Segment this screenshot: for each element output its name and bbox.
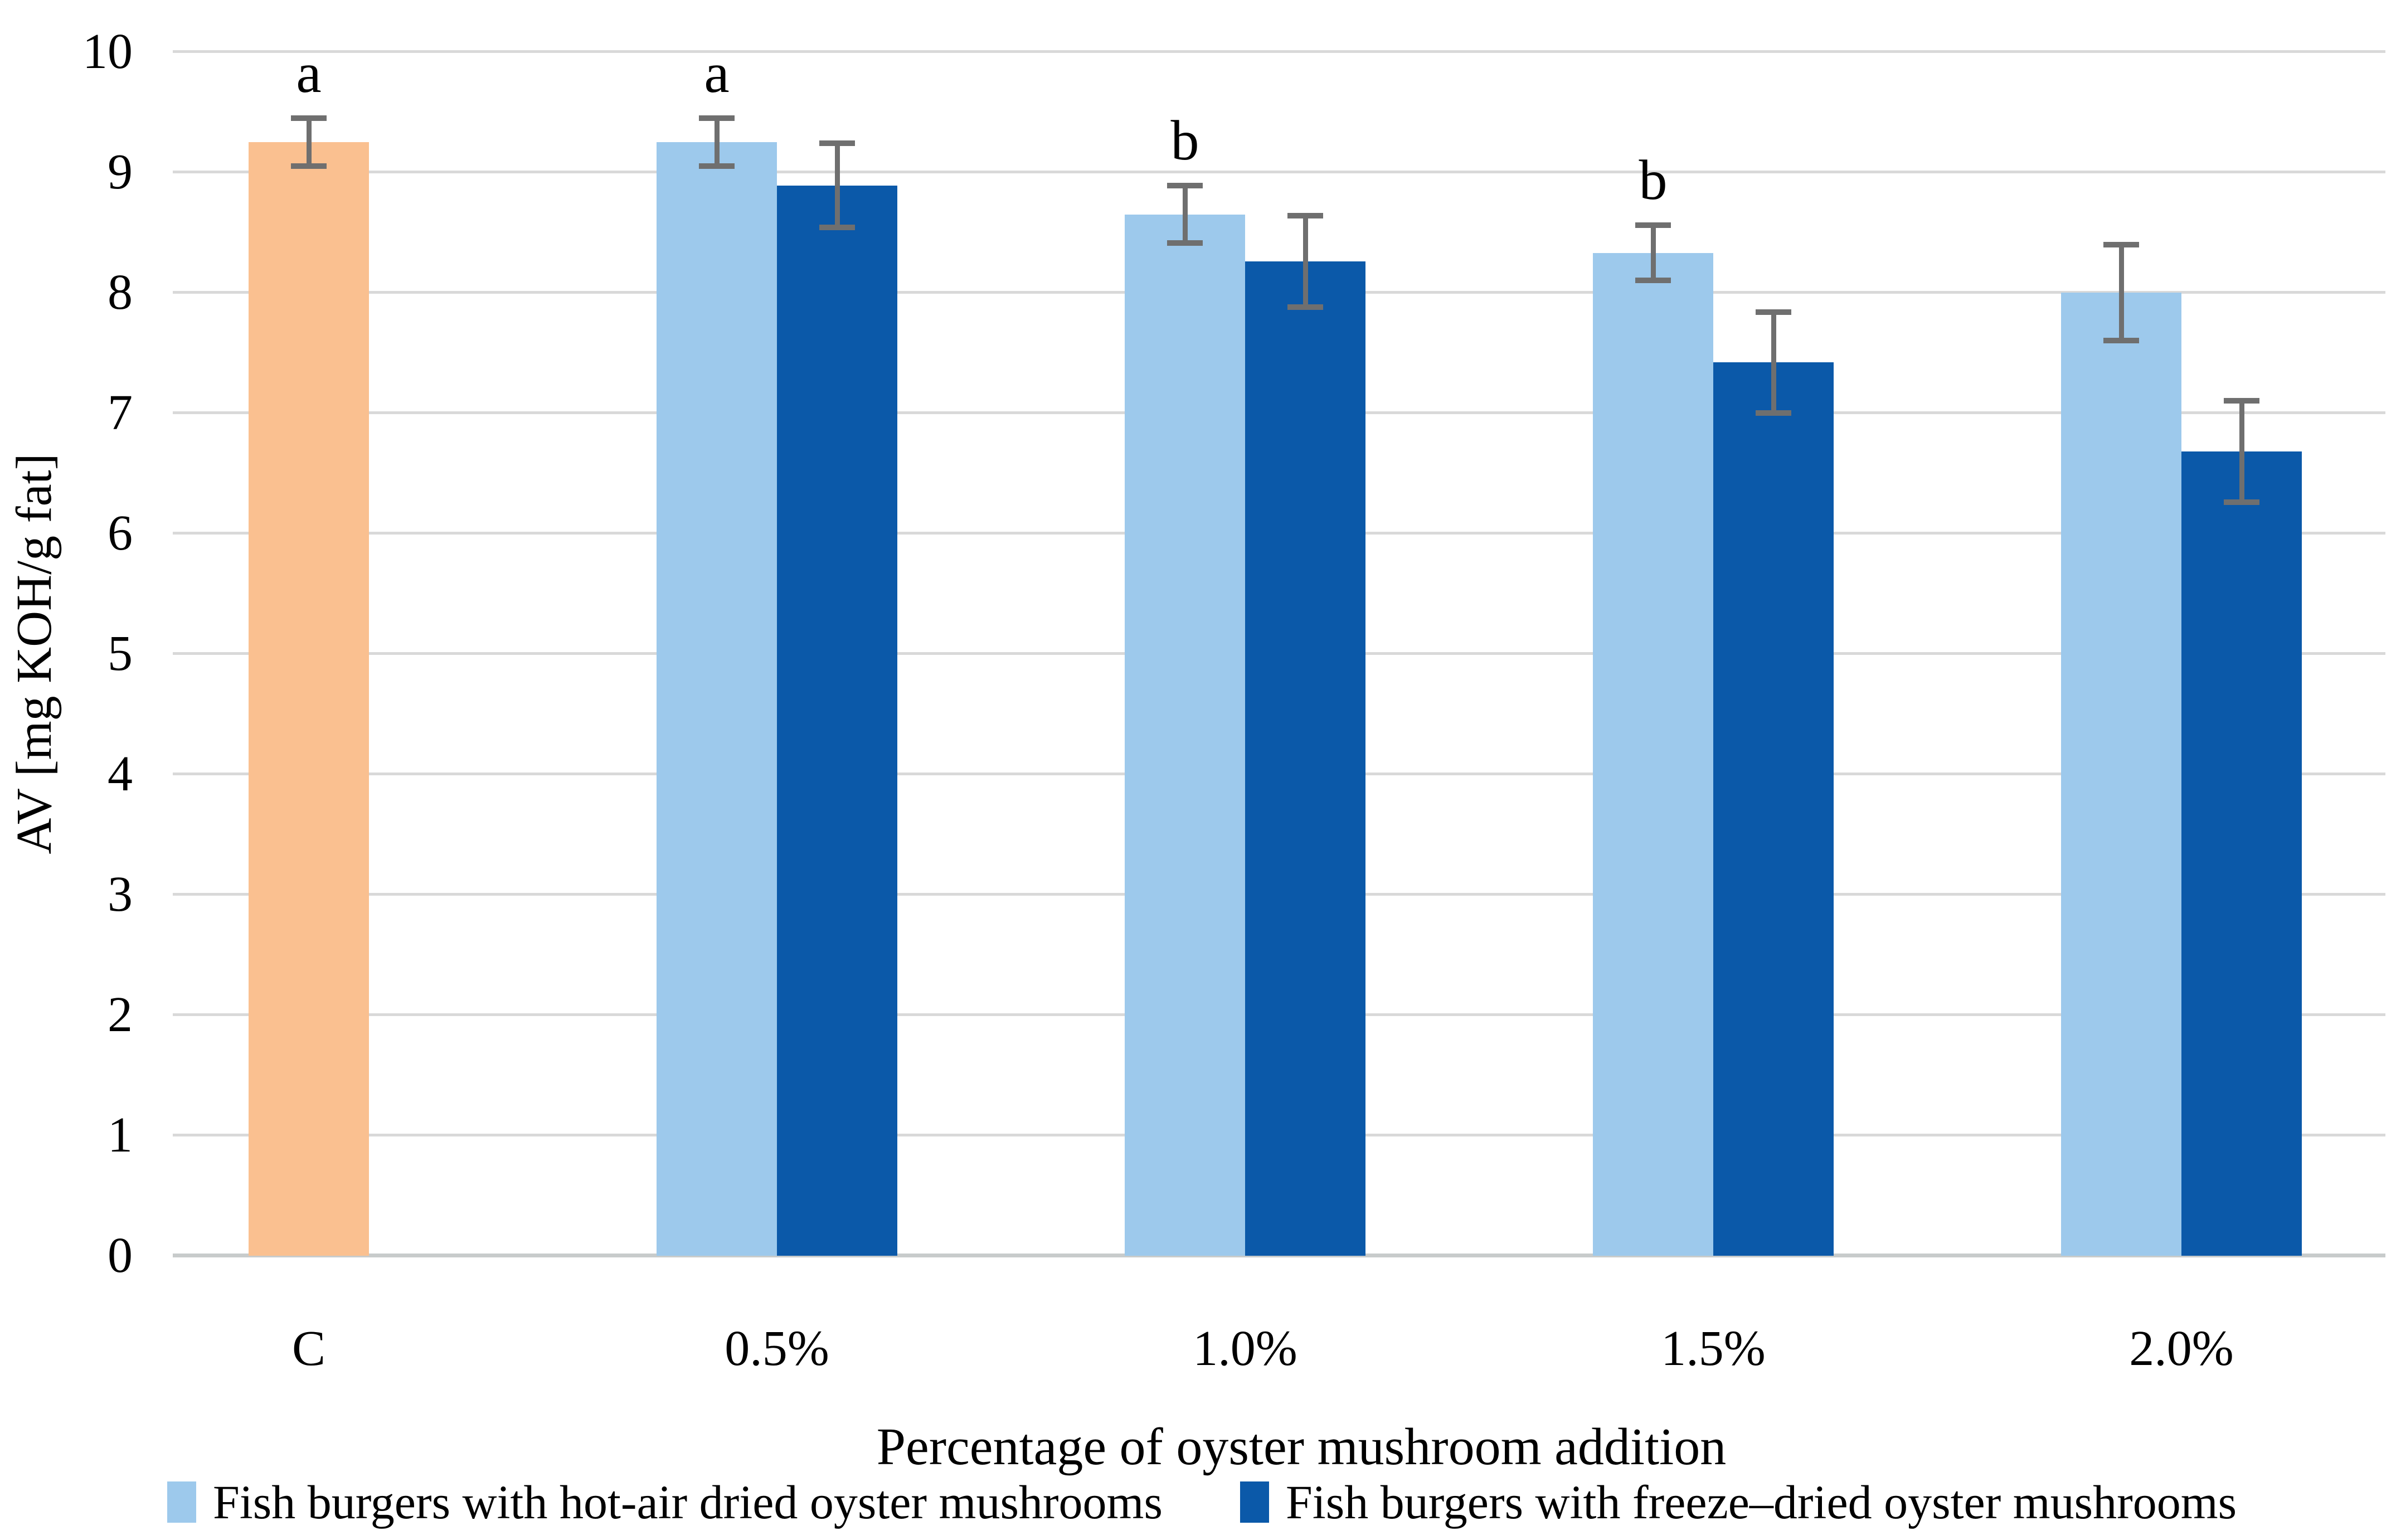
bar-fish-burgers-with-hot-air-dried-oyster-mushrooms: b	[1125, 111, 1245, 1256]
y-tick-label: 6	[108, 506, 133, 561]
bar-fish-burgers-with-freeze-dried-oyster-mushrooms	[1245, 212, 1365, 1256]
bar-group: b	[1593, 152, 1834, 1256]
y-tick-label: 0	[108, 1228, 133, 1283]
error-bar-line	[1303, 215, 1308, 307]
error-bar-line	[714, 118, 720, 167]
error-bar-cap-top	[2103, 241, 2139, 247]
error-bar-cap-top	[1167, 182, 1203, 188]
legend-swatch-hot-air-icon	[167, 1481, 196, 1523]
y-tick-label: 9	[108, 144, 133, 200]
x-tick-label: 1.5%	[1661, 1321, 1766, 1376]
bar-group: a	[657, 44, 897, 1256]
gridline	[173, 171, 2385, 173]
significance-letter: a	[296, 41, 322, 105]
significance-letter: b	[1639, 149, 1668, 212]
y-tick-label: 5	[108, 626, 133, 681]
error-bar-cap-bottom	[1635, 278, 1671, 284]
error-bar-cap-bottom	[2224, 499, 2259, 505]
bar-group: a	[249, 44, 369, 1256]
error-bar-cap-top	[291, 115, 327, 121]
error-bar-cap-top	[699, 115, 735, 121]
bar-fish-burgers-with-freeze-dried-oyster-mushrooms	[2181, 398, 2302, 1256]
y-tick-label: 3	[108, 867, 133, 922]
error-bar-line	[1650, 225, 1656, 281]
bar-fish-burgers-with-freeze-dried-oyster-mushrooms	[1713, 309, 1834, 1256]
error-bar-cap-top	[2224, 398, 2259, 404]
error-bar-line	[1771, 312, 1776, 413]
gridline	[173, 50, 2385, 53]
y-tick-label: 7	[108, 385, 133, 440]
bar-fish-burgers-with-freeze-dried-oyster-mushrooms	[777, 140, 897, 1256]
y-tick-label: 10	[82, 24, 133, 79]
x-tick-label: 1.0%	[1193, 1321, 1297, 1376]
error-bar-cap-bottom	[2103, 338, 2139, 344]
error-bar-cap-bottom	[1756, 410, 1791, 416]
y-tick-label: 1	[108, 1107, 133, 1163]
error-bar-cap-top	[819, 140, 855, 147]
error-bar-line	[834, 143, 840, 228]
error-bar-cap-bottom	[819, 225, 855, 231]
error-bar-cap-top	[1287, 212, 1323, 218]
legend-label-freeze-dried: Fish burgers with freeze–dried oyster mu…	[1286, 1475, 2237, 1529]
error-bar-cap-top	[1635, 222, 1671, 229]
bar-group	[2061, 241, 2302, 1256]
error-bar-cap-bottom	[291, 163, 327, 169]
error-bar-line	[1182, 185, 1188, 244]
bar-fish-burgers-with-hot-air-dried-oyster-mushrooms: b	[1593, 152, 1713, 1256]
x-tick-label: 0.5%	[725, 1321, 829, 1376]
error-bar-line	[2118, 244, 2124, 341]
error-bar-cap-bottom	[699, 163, 735, 169]
bar-control: a	[249, 44, 369, 1256]
x-tick-label: 2.0%	[2129, 1321, 2234, 1376]
error-bar-cap-bottom	[1287, 304, 1323, 310]
legend-item-freeze-dried: Fish burgers with freeze–dried oyster mu…	[1240, 1471, 2237, 1533]
error-bar-cap-bottom	[1167, 240, 1203, 246]
bar-fish-burgers-with-hot-air-dried-oyster-mushrooms: a	[657, 44, 777, 1256]
legend-swatch-freeze-dried-icon	[1240, 1481, 1269, 1523]
error-bar-line	[306, 118, 312, 167]
y-tick-label: 4	[108, 746, 133, 801]
x-axis-title: Percentage of oyster mushroom addition	[876, 1418, 1727, 1476]
error-bar-line	[2239, 401, 2244, 502]
significance-letter: a	[704, 41, 730, 105]
significance-letter: b	[1170, 109, 1199, 172]
plot-area: a a b b	[173, 44, 2385, 1257]
bar-fish-burgers-with-hot-air-dried-oyster-mushrooms	[2061, 241, 2181, 1256]
x-tick-label: C	[291, 1321, 326, 1376]
y-tick-label: 2	[108, 987, 133, 1042]
bar-group: b	[1125, 111, 1365, 1256]
legend-item-hot-air: Fish burgers with hot-air dried oyster m…	[167, 1471, 1163, 1533]
error-bar-cap-top	[1756, 309, 1791, 315]
legend-label-hot-air: Fish burgers with hot-air dried oyster m…	[213, 1475, 1163, 1529]
y-tick-label: 8	[108, 265, 133, 320]
